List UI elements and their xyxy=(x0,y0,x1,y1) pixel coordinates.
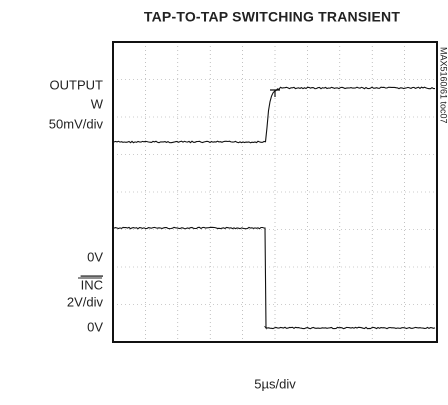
label: W xyxy=(91,96,104,111)
label: 0V xyxy=(87,249,103,264)
label: 2V/div xyxy=(67,294,104,309)
inc-trace xyxy=(113,226,436,330)
label: 0V xyxy=(87,319,103,334)
label: INC xyxy=(81,277,103,292)
x-label: 5µs/div xyxy=(254,376,296,391)
figure-id: MAX5160/61 toc07 xyxy=(439,47,448,124)
title: TAP-TO-TAP SWITCHING TRANSIENT xyxy=(144,9,400,25)
trigger-marker xyxy=(270,89,280,97)
label: OUTPUT xyxy=(50,77,104,92)
plot-frame xyxy=(112,41,438,343)
label: 50mV/div xyxy=(49,116,104,131)
